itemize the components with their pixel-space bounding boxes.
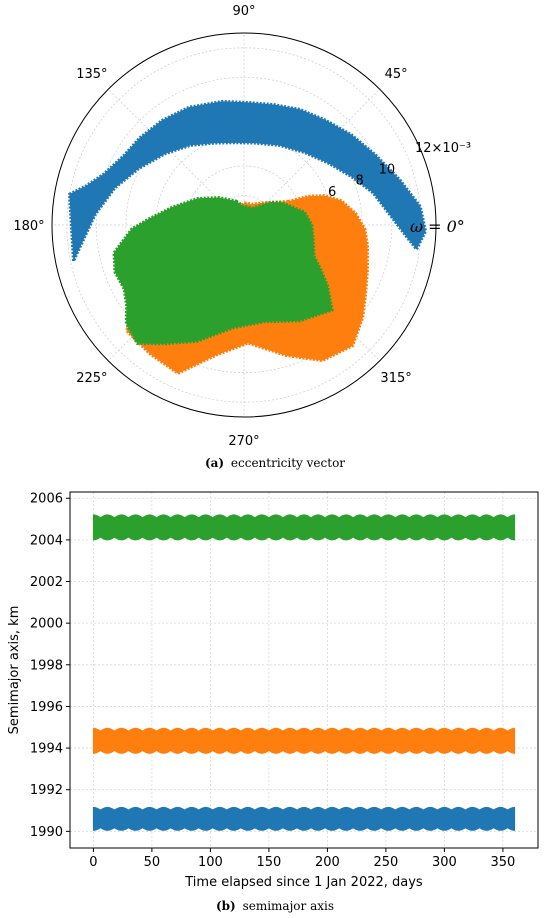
x-tick-label: 150	[256, 855, 281, 870]
polar-series-group	[68, 99, 428, 375]
y-axis-label: Semimajor axis, km	[7, 606, 22, 735]
polar-series-3-fill	[114, 197, 333, 344]
polar-series-1-fill	[69, 101, 426, 262]
x-tick-label: 50	[144, 855, 161, 870]
caption-b-text: semimajor axis	[243, 899, 334, 913]
radial-offset-label: 12×10⁻³	[415, 141, 471, 156]
semimajor-band-1	[92, 514, 516, 541]
angle-tick-label: 225°	[76, 371, 107, 386]
caption-a-label: (a)	[205, 456, 224, 470]
semimajor-band-2	[92, 727, 516, 754]
caption-a-text: eccentricity vector	[231, 456, 345, 470]
angle-tick-label: 180°	[13, 219, 44, 234]
radial-tick-labels: 6 8 10	[328, 163, 395, 200]
angle-tick-label: 90°	[232, 4, 255, 19]
angle-tick-labels: 45° 90° 135° 180° 225° 270° 315°	[13, 4, 411, 449]
y-tick-label: 2006	[30, 492, 63, 507]
x-tick-label: 250	[373, 855, 398, 870]
y-tick-label: 1994	[30, 742, 63, 757]
y-tick-label: 2004	[30, 533, 63, 548]
x-axis-label: Time elapsed since 1 Jan 2022, days	[184, 875, 423, 890]
axis-ticks: 0 50 100 150 200 250 300 350 1990 1992 1994 1996 199…	[30, 492, 515, 870]
semimajor-axis-chart: 0 50 100 150 200 250 300 350 1990 1992 1994 1996 199…	[7, 491, 539, 913]
x-tick-label: 350	[490, 855, 515, 870]
y-tick-label: 2000	[30, 617, 63, 632]
y-tick-label: 1992	[30, 783, 63, 798]
caption-b-label: (b)	[216, 899, 236, 913]
axes-frame	[69, 491, 539, 849]
radial-tick-label: 8	[355, 174, 363, 189]
radial-tick-label: 10	[379, 163, 396, 178]
y-tick-label: 1996	[30, 700, 63, 715]
polar-frame	[51, 32, 437, 418]
caption-b: (b) semimajor axis	[216, 899, 334, 913]
line-grid	[70, 492, 538, 848]
line-series-group	[92, 514, 516, 831]
caption-a: (a) eccentricity vector	[205, 456, 345, 470]
radial-tick-label: 6	[328, 185, 336, 200]
y-tick-label: 1998	[30, 658, 63, 673]
x-tick-label: 0	[89, 855, 97, 870]
y-tick-label: 1990	[30, 825, 63, 840]
omega-zero-label: ω = 0°	[410, 217, 465, 236]
semimajor-band-3	[92, 806, 516, 831]
angle-tick-label: 135°	[76, 67, 107, 82]
angle-tick-label: 315°	[380, 371, 411, 386]
x-tick-label: 100	[198, 855, 223, 870]
x-tick-label: 200	[315, 855, 340, 870]
angle-tick-label: 270°	[228, 434, 259, 449]
x-tick-label: 300	[432, 855, 457, 870]
y-tick-label: 2002	[30, 575, 63, 590]
polar-grid-ring	[95, 76, 393, 374]
angle-tick-label: 45°	[385, 67, 408, 82]
